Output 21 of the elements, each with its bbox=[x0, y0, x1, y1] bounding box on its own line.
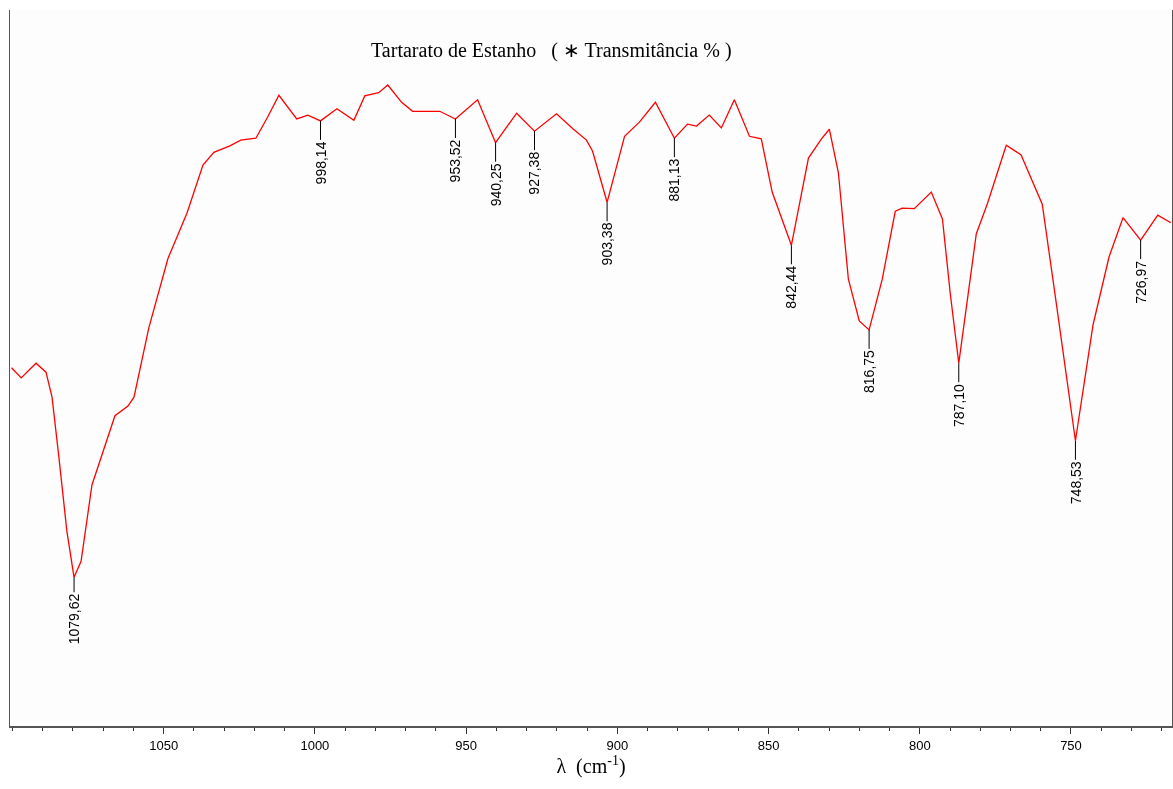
annotation: 953,52 bbox=[447, 139, 464, 183]
chart-title: Tartarato de Estanho ( ∗ Transmitância % ) bbox=[371, 39, 732, 62]
annotation: 881,13 bbox=[666, 158, 683, 202]
annotation: 927,38 bbox=[526, 151, 543, 195]
annotation: 842,44 bbox=[783, 265, 800, 309]
x-tick-label: 800 bbox=[908, 737, 931, 753]
annotation: 998,14 bbox=[312, 141, 329, 185]
annotation: 1079,62 bbox=[65, 593, 82, 645]
annotation: 787,10 bbox=[950, 383, 967, 427]
x-tick-label: 1050 bbox=[149, 737, 179, 753]
x-tick-label: 950 bbox=[455, 737, 477, 753]
annotation: 940,25 bbox=[487, 163, 504, 207]
annotation: 816,75 bbox=[861, 349, 878, 393]
annotation: 903,38 bbox=[598, 222, 615, 266]
annotation: 726,97 bbox=[1132, 260, 1149, 304]
x-tick-label: 850 bbox=[757, 737, 780, 753]
x-axis-title: λ (cm$^{-1}$) bbox=[556, 752, 626, 778]
x-tick-label: 750 bbox=[1060, 737, 1082, 753]
annotation: 748,53 bbox=[1067, 461, 1084, 505]
x-tick-label: 1000 bbox=[300, 737, 330, 753]
x-tick-label: 900 bbox=[606, 737, 629, 753]
